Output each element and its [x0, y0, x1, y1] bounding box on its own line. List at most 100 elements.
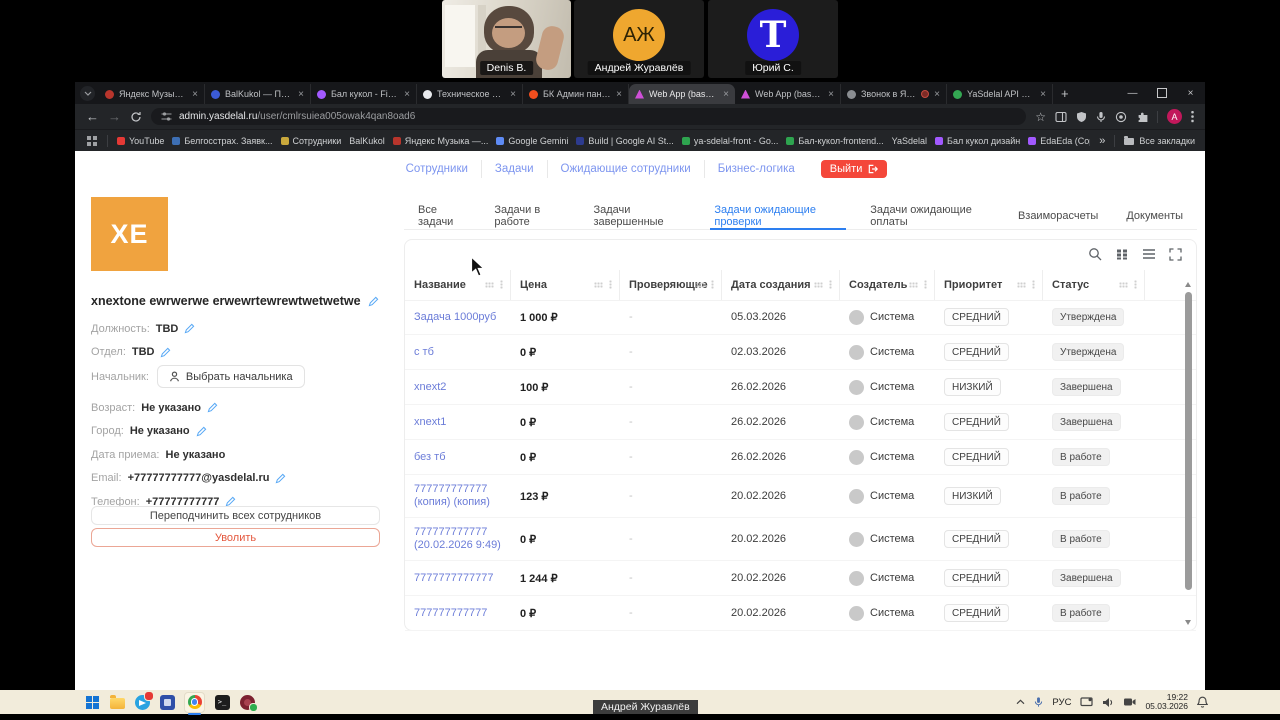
tray-mic-icon[interactable] — [1034, 696, 1043, 708]
address-bar[interactable]: admin.yasdelal.ru/user/cmlrsuiea005owak4… — [151, 108, 1027, 125]
task-link[interactable]: с тб — [414, 345, 434, 358]
table-row[interactable]: 7777777777777 1 244 ₽ - 20.02.2026 Систе… — [405, 561, 1196, 596]
participant-tile-denis[interactable]: Denis B. — [442, 0, 571, 78]
task-link[interactable]: xnext1 — [414, 415, 447, 428]
scrollbar-thumb[interactable] — [1185, 292, 1192, 590]
new-tab-button[interactable]: + — [1061, 85, 1069, 101]
file-explorer-icon[interactable] — [109, 694, 125, 710]
participant-tile-andrey[interactable]: АЖ Андрей Журавлёв — [574, 0, 704, 78]
extension-mic-icon[interactable] — [1096, 111, 1106, 123]
logout-button[interactable]: Выйти — [820, 160, 888, 178]
table-row[interactable]: 777777777777 (20.02.2026 9:49) 0 ₽ - 20.… — [405, 518, 1196, 561]
notification-bell-icon[interactable] — [1197, 696, 1208, 708]
fire-button[interactable]: Уволить — [91, 528, 380, 547]
table-row[interactable]: xnext2 100 ₽ - 26.02.2026 Система НИЗКИЙ — [405, 370, 1196, 405]
scroll-up-icon[interactable] — [1185, 282, 1191, 287]
extension-shield-icon[interactable] — [1076, 111, 1087, 123]
tab-close-icon[interactable]: × — [192, 88, 198, 100]
edit-field-icon[interactable] — [207, 402, 218, 413]
task-link[interactable]: 777777777777 — [414, 483, 488, 495]
bookmark-item[interactable]: Яндекс Музыка —... — [392, 136, 488, 146]
row-density-icon[interactable] — [1142, 248, 1156, 260]
extensions-puzzle-icon[interactable] — [1136, 111, 1148, 123]
task-tab[interactable]: Документы — [1126, 210, 1184, 222]
browser-tab[interactable]: Техническое задани × — [417, 84, 523, 104]
reload-button[interactable] — [130, 111, 142, 123]
task-tab[interactable]: Задачи в работе — [494, 204, 541, 228]
telegram-icon[interactable] — [134, 691, 154, 710]
tray-display-icon[interactable] — [1080, 696, 1094, 708]
bookmark-item[interactable]: YaSdelal — [892, 136, 927, 146]
language-indicator[interactable]: РУС — [1052, 696, 1072, 708]
close-button[interactable]: × — [1187, 87, 1194, 99]
app-icon-red[interactable] — [239, 694, 258, 712]
task-tab[interactable]: Задачи завершенные — [593, 204, 664, 228]
tab-close-icon[interactable]: × — [298, 88, 304, 100]
tab-close-icon[interactable]: × — [828, 88, 834, 100]
browser-tab[interactable]: Звонок в Яндекс × — [841, 84, 947, 104]
minimize-button[interactable]: — — [1127, 87, 1138, 99]
task-tab[interactable]: Задачи ожидающие проверки — [700, 203, 856, 230]
table-row[interactable]: 777777777777 (копия) (копия) 123 ₽ - 20.… — [405, 475, 1196, 518]
edit-field-icon[interactable] — [275, 473, 286, 484]
browser-tab[interactable]: BalKukol — Профиль × — [205, 84, 311, 104]
reassign-all-button[interactable]: Переподчинить всех сотрудников — [91, 506, 380, 525]
task-link[interactable]: без тб — [414, 450, 446, 463]
browser-menu-icon[interactable] — [1191, 110, 1194, 123]
table-row[interactable]: Задача 1000руб 1 000 ₽ - 05.03.2026 Сист… — [405, 300, 1196, 335]
bookmark-item[interactable]: Бал-кукол-frontend... — [786, 136, 884, 146]
extension-record-icon[interactable] — [1115, 111, 1127, 123]
task-link[interactable]: 777777777777 — [414, 606, 488, 619]
column-header[interactable]: Цена — [511, 270, 620, 300]
edit-field-icon[interactable] — [196, 426, 207, 437]
app-icon[interactable] — [159, 694, 175, 710]
forward-button[interactable]: → — [108, 109, 121, 124]
task-tab[interactable]: Задачи ожидающие оплаты — [870, 204, 972, 228]
task-link[interactable]: 7777777777777 — [414, 571, 494, 584]
edit-field-icon[interactable] — [160, 347, 171, 358]
browser-tab[interactable]: Web App (based on × — [629, 84, 735, 104]
tab-close-icon[interactable]: × — [723, 88, 729, 100]
chrome-icon-active[interactable] — [184, 691, 205, 715]
tab-close-icon[interactable]: × — [1040, 88, 1046, 100]
column-header[interactable]: Статус — [1043, 270, 1145, 300]
search-icon[interactable] — [1088, 247, 1102, 261]
table-row[interactable]: без тб 0 ₽ - 26.02.2026 Система СРЕДНИЙ — [405, 440, 1196, 475]
bookmark-item[interactable]: Build | Google AI St... — [576, 136, 674, 146]
edit-field-icon[interactable] — [184, 323, 195, 334]
browser-tab[interactable]: Яндекс Музыка — с × — [99, 84, 205, 104]
columns-icon[interactable] — [1115, 248, 1129, 261]
task-link-line2[interactable]: (20.02.2026 9:49) — [414, 539, 501, 551]
bookmark-item[interactable]: Бал кукол дизайн — [935, 136, 1020, 146]
tab-close-icon[interactable]: × — [510, 88, 516, 100]
bookmark-item[interactable]: YouTube — [117, 136, 164, 146]
site-settings-icon[interactable] — [161, 111, 172, 122]
clock[interactable]: 19:22 05.03.2026 — [1145, 692, 1188, 712]
task-link[interactable]: Задача 1000руб — [414, 310, 497, 323]
tab-close-icon[interactable]: × — [934, 88, 940, 100]
terminal-icon[interactable]: >_ — [214, 694, 230, 710]
bookmark-item[interactable]: Google Gemini — [496, 136, 568, 146]
maximize-button[interactable] — [1147, 82, 1176, 104]
scroll-down-icon[interactable] — [1185, 620, 1191, 625]
participant-tile-yuriy[interactable]: T Юрий С. — [708, 0, 838, 78]
bookmark-star-icon[interactable]: ☆ — [1035, 109, 1046, 124]
browser-tab[interactable]: YaSdelal API Docume × — [947, 84, 1053, 104]
table-row[interactable]: 777777777777 0 ₽ - 20.02.2026 Система СР… — [405, 596, 1196, 631]
column-header[interactable]: Проверяющие — [620, 270, 722, 300]
bookmark-item[interactable]: EdaEda (Copy) – Fig... — [1028, 136, 1090, 146]
bookmark-item[interactable]: Сотрудники — [280, 136, 341, 146]
tray-volume-icon[interactable] — [1102, 697, 1114, 708]
column-header[interactable]: Название — [405, 270, 511, 300]
task-link[interactable]: xnext2 — [414, 380, 447, 393]
bookmark-item[interactable]: Белгосстрах. Заявк... — [172, 136, 273, 146]
nav-link[interactable]: Сотрудники — [405, 163, 468, 175]
tray-chevron-icon[interactable] — [1016, 699, 1025, 705]
nav-link[interactable]: Ожидающие сотрудники — [546, 160, 704, 178]
nav-link[interactable]: Задачи — [480, 160, 547, 178]
task-link[interactable]: 777777777777 — [414, 526, 488, 538]
column-header[interactable]: Дата создания — [722, 270, 840, 300]
bookmark-item[interactable]: BalKukol — [349, 136, 385, 146]
browser-tab[interactable]: Web App (based on × — [735, 84, 841, 104]
extension-sidepanel-icon[interactable] — [1055, 111, 1067, 123]
